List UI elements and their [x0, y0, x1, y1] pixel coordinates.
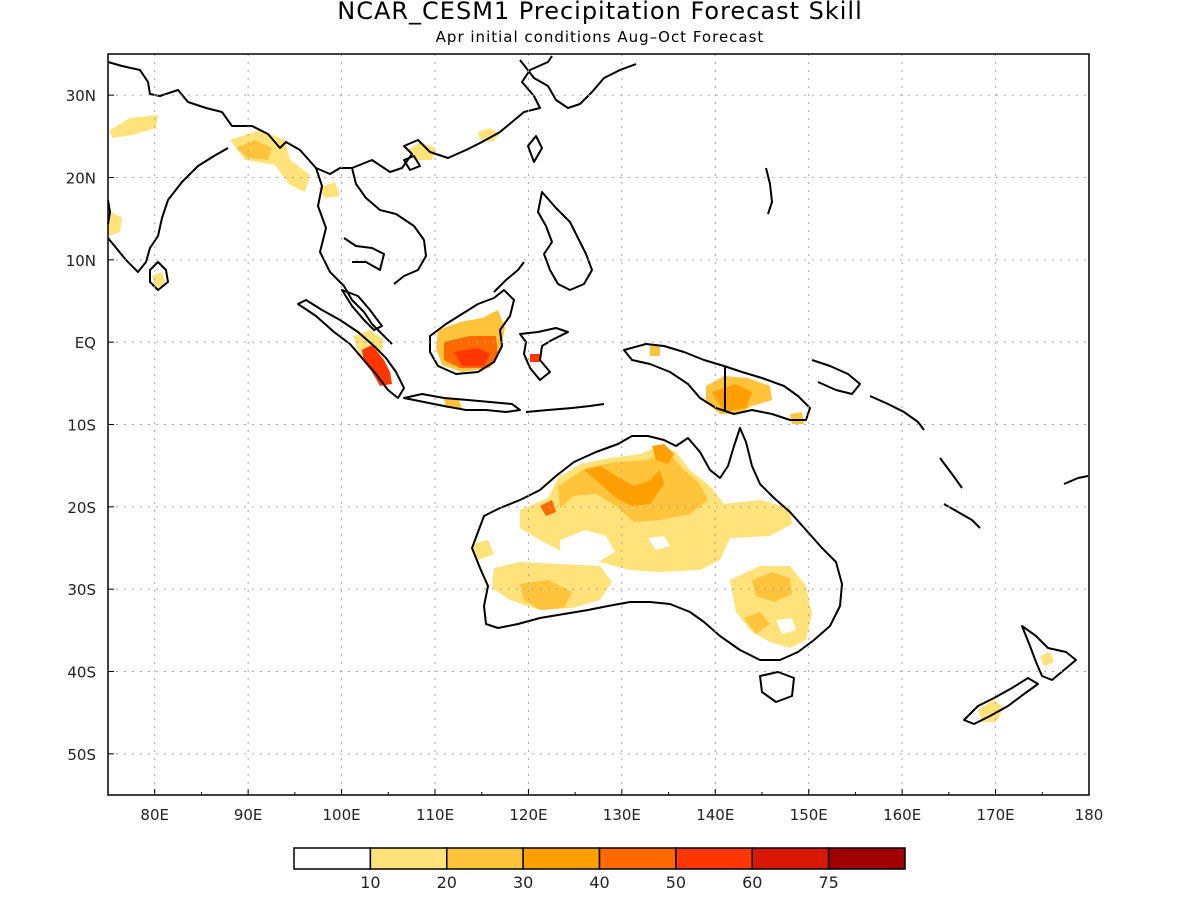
coast-indochina-east [351, 167, 427, 285]
coast-tasmania [759, 671, 795, 703]
shade-bangladesh-core [236, 140, 272, 160]
colorbar-label: 40 [589, 873, 609, 892]
lon-tick-label: 100E [323, 806, 361, 824]
lat-tick-label: 40S [67, 664, 96, 682]
lon-tick-label: 90E [234, 806, 263, 824]
shade-india-coast [108, 210, 122, 236]
lat-tick-label: 30S [67, 581, 96, 599]
coast-sri-lanka [149, 261, 169, 291]
coast-solomons [869, 395, 925, 431]
shade-aus-east-core2 [744, 612, 770, 634]
coast-india [107, 147, 229, 273]
shade-aus-east-core [752, 572, 792, 602]
colorbar-swatch [293, 847, 372, 870]
shade-china-south [408, 142, 436, 160]
colorbar-swatch [369, 847, 448, 870]
shade-nz-north [1040, 652, 1054, 666]
lat-tick-label: 10S [67, 417, 96, 435]
coast-indochina [315, 167, 393, 345]
coast-new-caledonia [943, 503, 981, 529]
coast-taiwan [527, 135, 543, 163]
chart-subtitle: Apr initial conditions Aug–Oct Forecast [435, 28, 765, 46]
colorbar-swatch [751, 847, 830, 870]
skill-shading [108, 115, 1054, 722]
coast-philippines [537, 191, 593, 291]
lat-tick-label: 50S [67, 746, 96, 764]
shade-ng-south [790, 412, 804, 424]
coast-palawan [493, 261, 525, 293]
coast-marianas [765, 167, 773, 215]
lon-tick-label: 150E [790, 806, 828, 824]
coast-asia [107, 55, 553, 175]
lon-tick-label: 180 [1075, 806, 1104, 824]
coast-borneo [429, 289, 515, 375]
coast-java [403, 393, 521, 413]
shade-aus-west-tip [472, 540, 494, 560]
lon-tick-label: 120E [509, 806, 547, 824]
colorbar-label: 10 [360, 873, 380, 892]
coast-gulf-thailand [343, 237, 385, 271]
shade-ng-west [650, 346, 660, 356]
shade-china-east [478, 128, 500, 142]
colorbar-swatch [522, 847, 601, 870]
coast-new-guinea [623, 343, 811, 421]
shade-aus-north-core [584, 466, 664, 506]
coast-nz-north [1021, 625, 1077, 681]
shade-myanmar [318, 182, 340, 198]
lat-tick-label: 10N [66, 252, 96, 270]
lat-tick-label: 20N [66, 170, 96, 188]
lon-tick-label: 130E [603, 806, 641, 824]
colorbar-label: 30 [513, 873, 533, 892]
shade-bangladesh [230, 130, 310, 192]
shade-aus-gap [560, 530, 615, 562]
lat-tick-label: EQ [75, 334, 96, 352]
colorbar-label: 60 [742, 873, 762, 892]
coast-malaya [341, 289, 383, 331]
lat-tick-label: 20S [67, 499, 96, 517]
shade-sulawesi-dot [530, 354, 540, 362]
coast-bismarck [811, 359, 861, 395]
shade-borneo-core [454, 348, 490, 366]
shade-sri-lanka [152, 272, 166, 288]
coast-fiji [1063, 475, 1089, 485]
shade-aus-top [652, 444, 674, 464]
shade-java [444, 398, 462, 408]
coast-sumatra [297, 299, 405, 399]
coast-hainan [403, 155, 421, 171]
shade-nz-south [978, 700, 1004, 722]
coast-lesser-sunda [525, 403, 605, 413]
shade-sumatra-core [362, 345, 392, 386]
colorbar-swatch [827, 847, 906, 870]
shade-ng-core [712, 384, 752, 412]
colorbar-swatch [598, 847, 677, 870]
lon-tick-label: 80E [140, 806, 169, 824]
colorbar: 10 20 30 40 50 60 75 [293, 847, 906, 892]
colorbar-swatch [675, 847, 753, 870]
axis-ticks: 80E 90E 100E 110E 120E 130E 140E 150E 160E 170E 18… [66, 87, 1104, 824]
coast-nz-south [963, 677, 1039, 725]
shade-india-west [110, 115, 158, 138]
shade-aus-west-dot [540, 500, 556, 516]
lon-tick-label: 140E [696, 806, 734, 824]
gridlines [108, 54, 1089, 795]
lon-tick-label: 170E [977, 806, 1015, 824]
shade-aus-sw-core [520, 580, 572, 610]
colorbar-label: 75 [818, 873, 838, 892]
coastlines [107, 55, 1089, 725]
coast-vanuatu [939, 457, 963, 489]
colorbar-label: 20 [437, 873, 457, 892]
colorbar-swatch [446, 847, 524, 870]
colorbar-label: 50 [666, 873, 686, 892]
shade-aus-east-gap [776, 618, 796, 634]
chart-title: NCAR_CESM1 Precipitation Forecast Skill [337, 0, 863, 25]
coast-sulawesi [519, 327, 569, 381]
lon-tick-label: 110E [416, 806, 454, 824]
lon-tick-label: 160E [883, 806, 921, 824]
coast-korea-japan [519, 59, 637, 109]
shade-aus-gap2 [648, 536, 670, 550]
lat-tick-label: 30N [66, 87, 96, 105]
coast-australia [471, 427, 843, 661]
